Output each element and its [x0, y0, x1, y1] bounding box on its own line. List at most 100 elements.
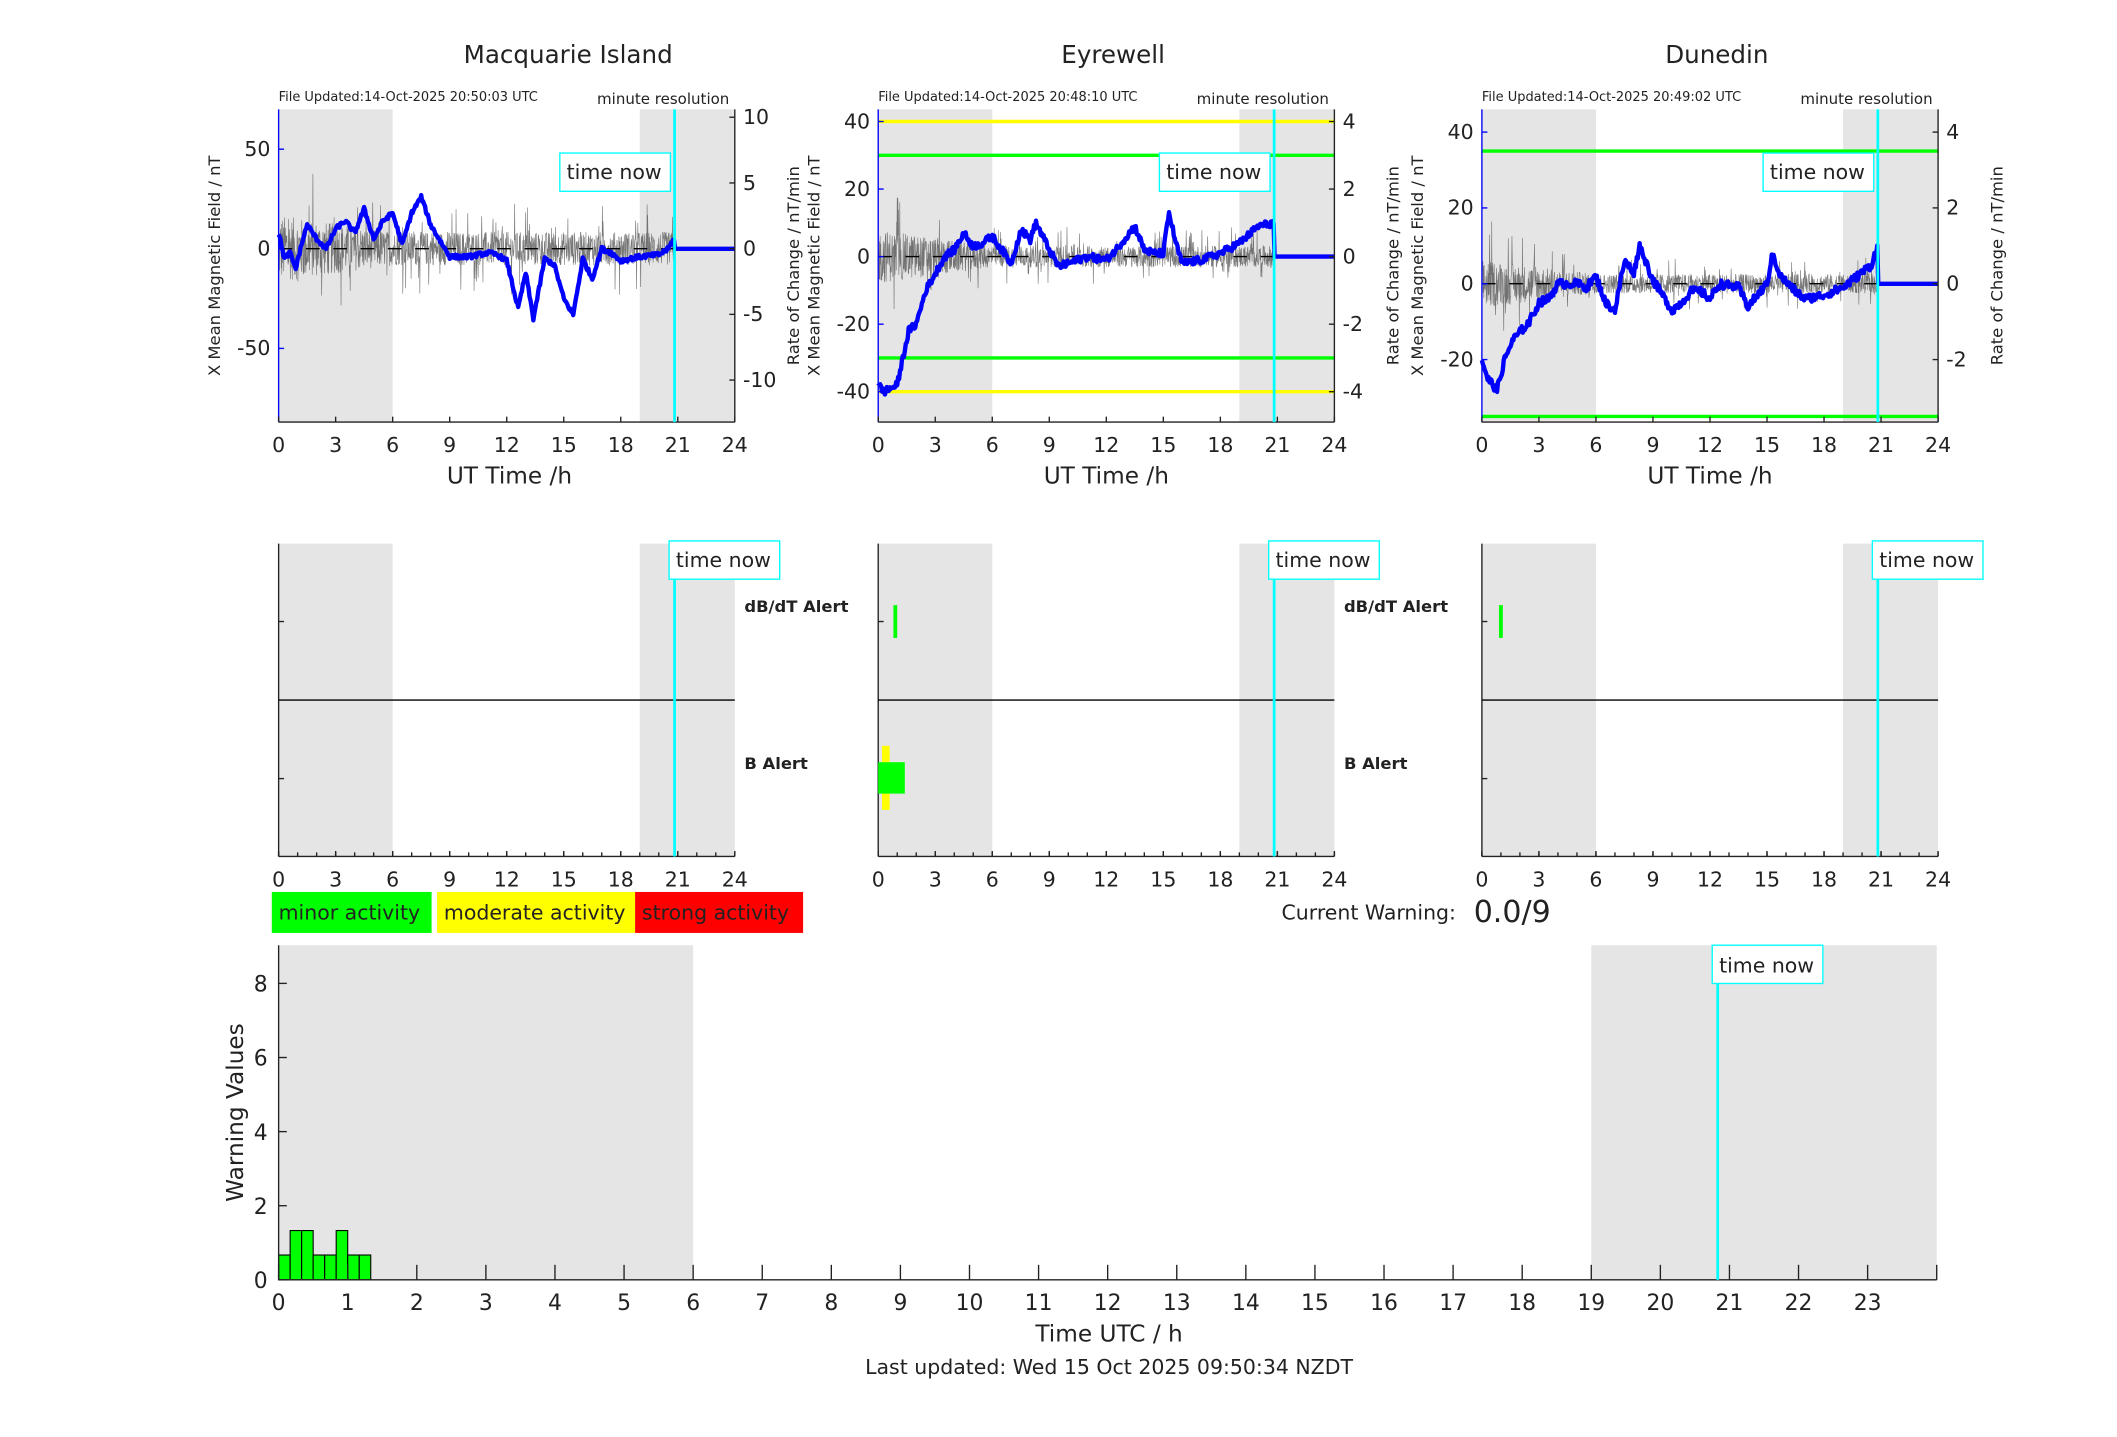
x-tick-label: 22 [1785, 1291, 1813, 1316]
warning-bar [335, 1230, 349, 1281]
y-tick-label: 0 [254, 1269, 268, 1294]
x-tick-label: 24 [1321, 867, 1347, 891]
rate-of-change-trace [278, 173, 675, 306]
time-now-label: time now [676, 548, 771, 572]
y2-tick-label: -4 [1343, 380, 1363, 404]
y-tick-label: 0 [257, 237, 270, 261]
left-y-axis-label: X Mean Magnetic Field / nT [205, 154, 224, 376]
night-band [1591, 945, 1937, 1280]
current-warning-value: 0.0/9 [1474, 895, 1551, 930]
station-title: Dunedin [1665, 40, 1768, 69]
time-now-label: time now [1879, 548, 1974, 572]
resolution-label: minute resolution [1800, 90, 1932, 108]
x-tick-label: 6 [386, 867, 399, 891]
x-tick-label: 11 [1025, 1291, 1053, 1316]
x-tick-label: 3 [929, 867, 942, 891]
x-axis-label: UT Time /h [447, 463, 572, 490]
x-tick-label: 17 [1439, 1291, 1467, 1316]
y-tick-label: 40 [844, 109, 870, 133]
b-alert-label: B Alert [744, 754, 808, 773]
current-warning-label: Current Warning: [1282, 900, 1456, 924]
station-title: Eyrewell [1061, 40, 1165, 69]
y-tick-label: -40 [837, 380, 870, 404]
y2-tick-label: 2 [1946, 196, 1959, 220]
x-tick-label: 6 [686, 1291, 700, 1316]
x-tick-label: 2 [410, 1291, 424, 1316]
time-now-box [1762, 152, 1875, 192]
time-now-label: time now [1276, 548, 1371, 572]
x-tick-label: 15 [1150, 867, 1176, 891]
time-now-box [668, 540, 781, 580]
x-tick-label: 12 [1093, 867, 1119, 891]
x-axis-label: UT Time /h [1044, 463, 1169, 490]
x-tick-label: 10 [956, 1291, 984, 1316]
x-tick-label: 3 [479, 1291, 493, 1316]
y2-tick-label: 0 [1343, 244, 1356, 268]
x-tick-label: 0 [272, 1291, 286, 1316]
y-tick-label: -20 [837, 312, 870, 336]
x-tick-label: 3 [929, 433, 942, 457]
x-tick-label: 0 [872, 867, 885, 891]
x-tick-label: 21 [1716, 1291, 1744, 1316]
x-tick-label: 18 [1811, 867, 1837, 891]
y2-tick-label: 4 [1343, 109, 1356, 133]
x-tick-label: 9 [893, 1291, 907, 1316]
time-now-label: time now [1770, 160, 1865, 184]
x-tick-label: 0 [872, 433, 885, 457]
time-now-box [1711, 944, 1824, 985]
x-tick-label: 0 [1475, 433, 1488, 457]
y2-tick-label: -10 [743, 368, 776, 392]
right-y-axis-label: Rate of Change / nT/min [1384, 166, 1403, 365]
right-y-axis-label: Rate of Change / nT/min [1987, 166, 2006, 365]
legend-label: strong activity [642, 900, 789, 924]
x-tick-label: 0 [272, 867, 285, 891]
x-tick-label: 7 [755, 1291, 769, 1316]
x-tick-label: 6 [1589, 433, 1602, 457]
y-tick-label: 0 [857, 244, 870, 268]
legend-swatch-moderate [437, 891, 636, 933]
x-tick-label: 15 [1754, 433, 1780, 457]
y2-tick-label: 4 [1946, 120, 1959, 144]
y2-tick-label: -5 [743, 302, 763, 326]
x-tick-label: 21 [665, 867, 691, 891]
warning-bar [358, 1254, 372, 1281]
footer-last-updated: Last updated: Wed 15 Oct 2025 09:50:34 N… [865, 1355, 1353, 1379]
y-tick-label: 20 [844, 177, 870, 201]
y-tick-label: 0 [1461, 272, 1474, 296]
y-tick-label: 40 [1448, 120, 1474, 144]
x-tick-label: 13 [1163, 1291, 1191, 1316]
x-tick-label: 6 [986, 867, 999, 891]
legend-swatch-minor [271, 891, 432, 933]
left-y-axis-label: X Mean Magnetic Field / nT [804, 154, 823, 376]
time-now-label: time now [1719, 954, 1814, 978]
x-tick-label: 6 [386, 433, 399, 457]
x-tick-label: 12 [1093, 433, 1119, 457]
x-tick-label: 12 [494, 867, 520, 891]
x-tick-label: 9 [1646, 867, 1659, 891]
x-tick-label: 9 [1043, 867, 1056, 891]
station-panel-macquarie-island: Macquarie Island File Updated:14-Oct-2025… [205, 40, 849, 892]
resolution-label: minute resolution [1197, 90, 1329, 108]
file-updated-text: File Updated:14-Oct-2025 20:50:03 UTC [279, 90, 538, 105]
y-tick-label: 2 [254, 1195, 268, 1220]
dbdt-alert-label: dB/dT Alert [744, 597, 848, 616]
station-panel-dunedin: Dunedin File Updated:14-Oct-2025 20:49:02… [1408, 40, 2006, 892]
dbdt-alert-bar [1499, 605, 1503, 638]
y2-tick-label: 0 [743, 236, 756, 260]
x-tick-label: 21 [1264, 433, 1290, 457]
x-axis-label: Time UTC / h [1034, 1320, 1182, 1347]
time-now-box [1158, 152, 1271, 192]
x-tick-label: 3 [329, 433, 342, 457]
x-tick-label: 18 [608, 433, 634, 457]
x-tick-label: 1 [341, 1291, 355, 1316]
left-y-axis-label: X Mean Magnetic Field / nT [1408, 154, 1427, 376]
x-tick-label: 3 [329, 867, 342, 891]
legend-swatch-strong [635, 891, 804, 933]
b-alert-minor-bar [878, 762, 905, 794]
x-tick-label: 24 [722, 867, 748, 891]
x-tick-label: 9 [1043, 433, 1056, 457]
file-updated-text: File Updated:14-Oct-2025 20:49:02 UTC [1482, 90, 1741, 105]
warning-bar [347, 1254, 360, 1281]
magnetic-field-trace [1479, 241, 1940, 395]
